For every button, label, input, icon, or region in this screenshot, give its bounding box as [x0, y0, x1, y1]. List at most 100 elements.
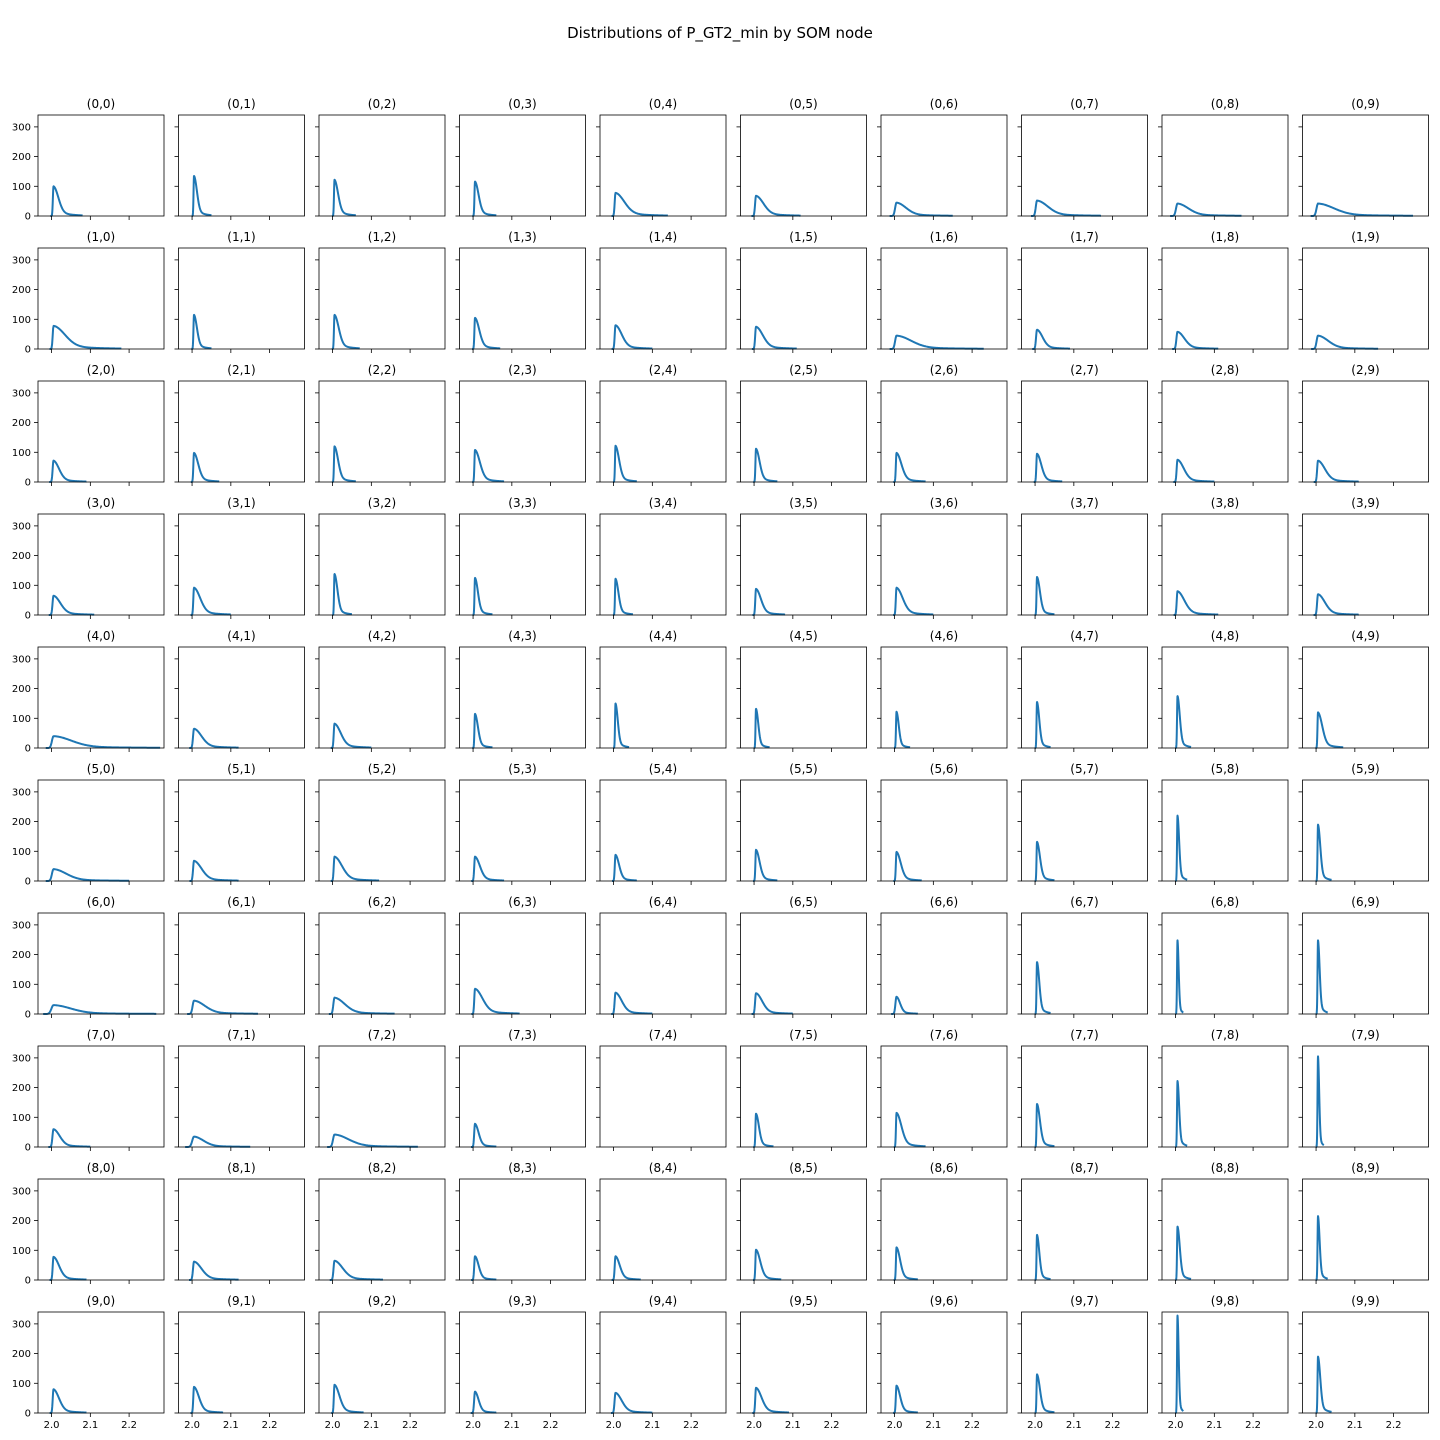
panel-title: (1,0): [87, 230, 115, 244]
panel-8-3: (8,3): [455, 1161, 586, 1284]
density-line: [1174, 1225, 1192, 1281]
density-line: [330, 722, 373, 749]
axes-frame: [1161, 779, 1289, 882]
panel-title: (7,8): [1211, 1028, 1239, 1042]
density-line: [190, 451, 221, 483]
density-line: [189, 1385, 224, 1414]
axes-frame: [37, 513, 165, 616]
axes-frame: [880, 912, 1008, 1015]
y-tick-label: 300: [12, 654, 31, 665]
panel-7-8: (7,8): [1158, 1028, 1289, 1151]
panel-7-7: (7,7): [1017, 1028, 1148, 1151]
axes-frame: [178, 779, 305, 882]
x-tick-label: 2.1: [223, 1420, 239, 1431]
density-line: [1310, 202, 1414, 217]
density-line: [49, 324, 122, 350]
density-line: [1313, 459, 1360, 483]
panel-title: (4,0): [87, 629, 115, 643]
panel-8-9: (8,9): [1298, 1161, 1429, 1284]
density-line: [1172, 590, 1219, 616]
panel-title: (4,9): [1351, 629, 1379, 643]
density-line: [1033, 1103, 1056, 1148]
axes-frame: [459, 380, 586, 483]
x-tick-label: 2.2: [402, 1420, 418, 1431]
density-line: [893, 710, 911, 749]
panel-title: (1,9): [1351, 230, 1379, 244]
density-line: [750, 194, 802, 217]
panel-6-5: (6,5): [736, 895, 867, 1018]
x-tick-label: 2.1: [644, 1420, 660, 1431]
y-tick-label: 100: [12, 714, 31, 725]
panel-7-2: (7,2): [315, 1028, 446, 1151]
panel-4-3: (4,3): [455, 629, 586, 752]
panel-title: (2,9): [1351, 363, 1379, 377]
axes-frame: [37, 779, 165, 882]
panel-5-4: (5,4): [596, 762, 727, 885]
panel-1-5: (1,5): [736, 230, 867, 353]
panel-9-1: (9,1) 2.0 2.1 2.2: [174, 1294, 305, 1431]
panel-title: (0,1): [227, 97, 255, 111]
y-tick-label: 100: [12, 847, 31, 858]
axes-frame: [459, 646, 586, 749]
axes-frame: [740, 114, 867, 217]
panel-3-2: (3,2): [315, 496, 446, 619]
x-tick-label: 2.1: [363, 1420, 379, 1431]
panel-title: (6,4): [649, 895, 677, 909]
density-line: [1169, 202, 1242, 217]
panel-title: (6,2): [368, 895, 396, 909]
density-line: [892, 1246, 919, 1281]
y-tick-label: 300: [12, 920, 31, 931]
axes-frame: [1021, 1178, 1148, 1281]
y-tick-label: 100: [12, 315, 31, 326]
y-tick-label: 0: [25, 1409, 31, 1420]
density-line: [1030, 199, 1102, 217]
panel-5-7: (5,7): [1017, 762, 1148, 885]
density-line: [1314, 823, 1333, 882]
panel-title: (7,1): [227, 1028, 255, 1042]
panel-2-0: (2,0) 0 100 200 300: [12, 363, 165, 489]
density-line: [889, 201, 954, 217]
panel-4-8: (4,8): [1158, 629, 1289, 752]
panel-title: (4,7): [1070, 629, 1098, 643]
panel-title: (9,7): [1070, 1294, 1098, 1308]
x-tick-label: 2.2: [824, 1420, 840, 1431]
density-line: [470, 1122, 498, 1148]
panel-title: (3,6): [930, 496, 958, 510]
axes-frame: [1302, 912, 1429, 1015]
panel-title: (8,3): [508, 1161, 536, 1175]
x-tick-label: 2.2: [964, 1420, 980, 1431]
axes-frame: [599, 912, 727, 1015]
density-line: [1033, 961, 1052, 1015]
density-line: [1174, 695, 1192, 749]
density-line: [471, 712, 494, 749]
density-line: [330, 855, 380, 882]
panel-6-9: (6,9): [1298, 895, 1429, 1018]
density-line: [48, 1255, 88, 1281]
y-tick-label: 300: [12, 521, 31, 532]
axes-frame: [318, 247, 446, 350]
density-line: [893, 1111, 927, 1148]
y-tick-label: 0: [25, 478, 31, 489]
panel-title: (0,9): [1351, 97, 1379, 111]
panel-5-0: (5,0) 0 100 200 300: [12, 762, 165, 888]
axes-frame: [37, 1311, 165, 1414]
density-line: [331, 445, 357, 483]
y-tick-label: 200: [12, 551, 31, 562]
y-tick-label: 0: [25, 877, 31, 888]
density-line: [610, 1391, 654, 1414]
density-line: [326, 1133, 419, 1148]
axes-frame: [599, 1178, 727, 1281]
x-tick-label: 2.2: [262, 1420, 278, 1431]
density-line: [1174, 939, 1185, 1015]
density-line: [188, 1260, 240, 1281]
panel-title: (6,1): [227, 895, 255, 909]
density-line: [49, 185, 84, 217]
panel-7-0: (7,0) 0 100 200 300: [12, 1028, 165, 1154]
panel-3-0: (3,0) 0 100 200 300: [12, 496, 165, 622]
panel-5-1: (5,1): [174, 762, 305, 885]
density-line: [186, 999, 259, 1015]
x-tick-label: 2.2: [543, 1420, 559, 1431]
density-line: [1310, 334, 1379, 350]
panel-title: (0,8): [1211, 97, 1239, 111]
y-tick-label: 200: [12, 1083, 31, 1094]
